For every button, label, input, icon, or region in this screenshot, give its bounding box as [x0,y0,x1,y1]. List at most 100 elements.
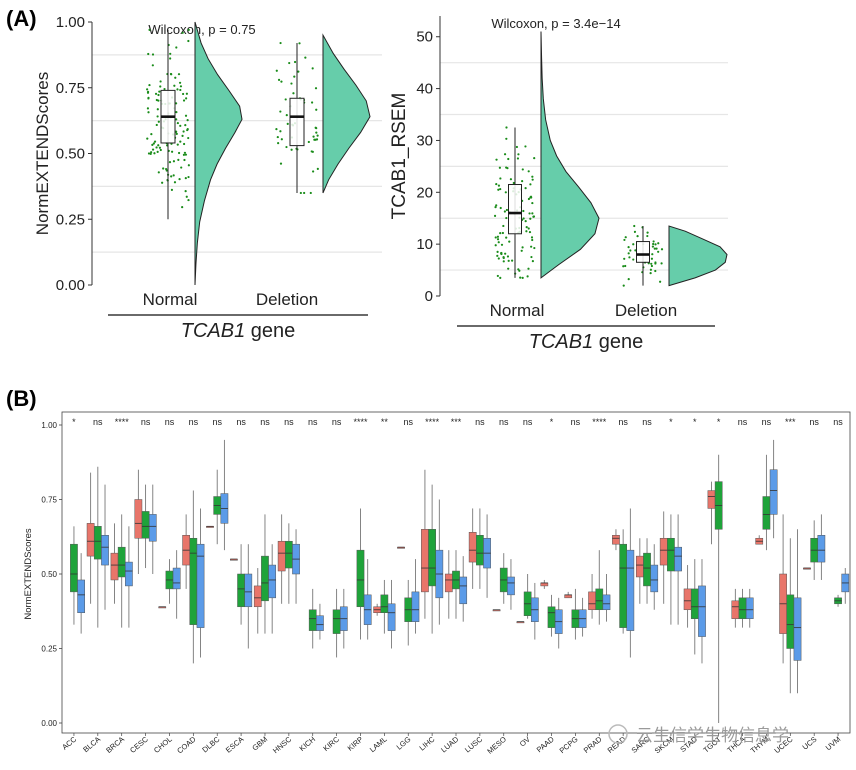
jitter-point [150,133,153,136]
panel-b-chart: 0.00 0.25 0.50 0.75 1.00 NormEXTENDScores * ACC… [23,411,851,756]
jitter-point [496,274,499,278]
x-tick-label: HNSC [271,734,294,755]
box-blue [268,564,277,599]
x-tick-label: BLCA [81,735,102,754]
wilcoxon-annotation: Wilcoxon, p = 0.75 [148,22,255,37]
jitter-point [506,167,509,170]
jitter-point [175,111,178,114]
x-tick-label: BRCA [104,735,126,755]
jitter-point [494,205,497,209]
jitter-point [275,69,278,72]
jitter-point [183,158,186,162]
x-tick-label: KIRC [321,734,341,753]
jitter-point [506,255,510,258]
jitter-point [157,120,160,123]
jitter-point [170,188,174,191]
jitter-point [303,191,306,195]
jitter-point [313,138,316,141]
significance-label: ns [762,417,772,427]
jitter-point [315,108,318,111]
box-red [134,499,143,539]
significance-label: * [550,417,554,427]
jitter-point [293,60,297,64]
jitter-point [286,122,289,125]
jitter-point [176,143,179,146]
jitter-point [530,196,533,199]
jitter-point [660,262,663,265]
significance-label: ns [618,417,628,427]
x-tick-label: COAD [175,734,198,755]
significance-label: ns [332,417,342,427]
jitter-point [530,245,533,248]
jitter-point [178,81,182,84]
jitter-point [521,276,524,279]
jitter-point [309,191,312,195]
jitter-point [146,137,149,140]
jitter-point [493,214,497,218]
y-tick-label: 0.50 [41,570,57,579]
box-blue [769,469,778,515]
box-green [786,594,795,649]
jitter-point [531,238,534,242]
jitter-point [148,28,151,31]
jitter-point [649,268,652,271]
jitter-point [495,182,498,186]
jitter-point [297,70,300,73]
significance-label: ns [284,417,294,427]
jitter-point [315,131,318,134]
watermark: 云生信学生物信息学 [608,724,789,746]
jitter-point [522,217,525,220]
significance-label: ns [523,417,533,427]
jitter-point [628,256,631,259]
significance-label: **** [115,417,130,427]
jitter-point [311,67,314,70]
panel-label-a: (A) [6,6,37,31]
x-tick-label: LUAD [439,734,461,754]
box-blue [674,546,682,572]
jitter-point [650,262,653,265]
jitter-point [155,123,158,127]
jitter-point [280,138,283,141]
jitter-point [497,188,500,191]
jitter-point [155,146,158,149]
jitter-point [155,98,158,102]
jitter-point [652,240,655,243]
jitter-point [627,252,630,255]
jitter-point [151,64,154,67]
jitter-point [312,135,315,138]
box-blue [411,591,420,622]
jitter-point [175,102,178,105]
box-green [308,609,317,631]
box-red [540,582,549,587]
jitter-point [505,137,508,140]
x-axis-title-gene: TCAB1 [529,331,593,353]
jitter-point [499,187,502,191]
jitter-point [624,236,627,239]
jitter-point [646,234,649,238]
jitter-point [659,280,662,283]
jitter-point [651,245,655,248]
y-tick-label: 0 [425,288,433,305]
jitter-point [526,275,529,278]
jitter-point [177,158,180,161]
y-tick-label: 0.00 [41,719,57,728]
jitter-point [624,264,627,268]
jitter-point [176,121,179,125]
x-tick-label: DLBC [200,734,222,754]
jitter-point [279,41,282,45]
x-tick-label: PCPG [558,735,580,756]
significance-label: ns [403,417,413,427]
box-green [93,526,102,560]
box-green [428,529,436,587]
jitter-point [623,238,626,242]
x-tick-label: ACC [60,734,78,751]
box-green [547,606,556,628]
jitter-point [657,242,660,245]
jitter-point [176,88,179,91]
jitter-point [181,92,185,96]
x-tick-label: LGG [395,735,413,752]
jitter-point [632,258,635,261]
box-red [110,552,119,581]
box-red [86,523,95,557]
